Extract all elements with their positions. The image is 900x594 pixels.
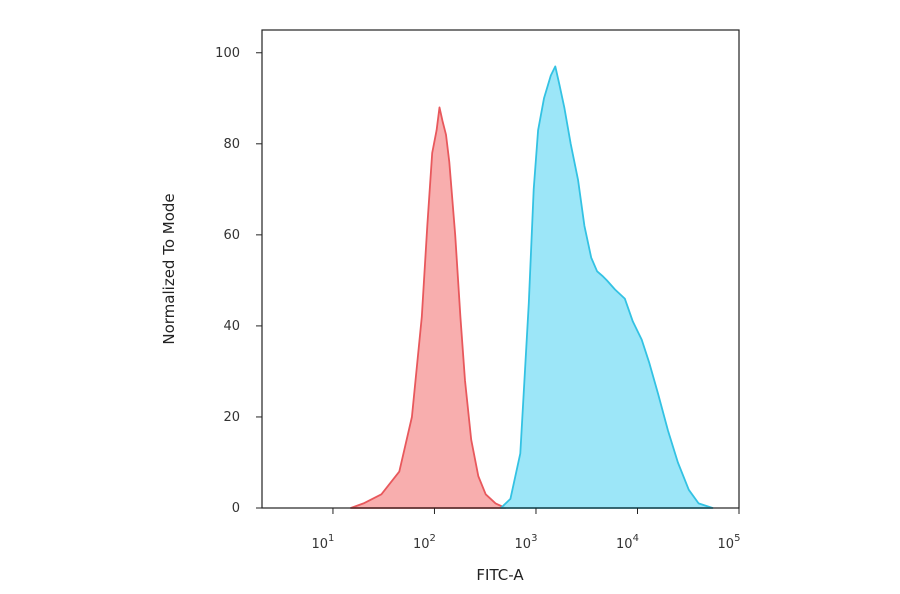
- y-tick-label: 20: [223, 410, 240, 425]
- x-axis-title: FITC-A: [476, 566, 524, 584]
- y-tick-label: 60: [223, 228, 240, 243]
- plot-series-layer: [349, 65, 714, 509]
- x-tick-label: 104: [616, 533, 639, 552]
- x-tick-label: 102: [413, 533, 436, 552]
- x-tick-layer: 101 102 103 104 105: [311, 508, 740, 552]
- x-tick-label: 105: [718, 533, 741, 552]
- plot-frame: [261, 29, 740, 509]
- y-tick-label: 80: [223, 137, 240, 152]
- x-tick-label: 101: [311, 533, 334, 552]
- histogram-series-1: [349, 106, 507, 509]
- y-tick-label: 40: [223, 319, 240, 334]
- x-tick-label: 103: [515, 533, 538, 552]
- y-tick-label: 100: [215, 46, 240, 61]
- histogram-series-2: [499, 65, 714, 509]
- y-tick-layer: 0 20 40 60 80 100: [215, 46, 262, 516]
- y-axis-title: Normalized To Mode: [160, 193, 178, 344]
- y-tick-label: 0: [232, 501, 240, 516]
